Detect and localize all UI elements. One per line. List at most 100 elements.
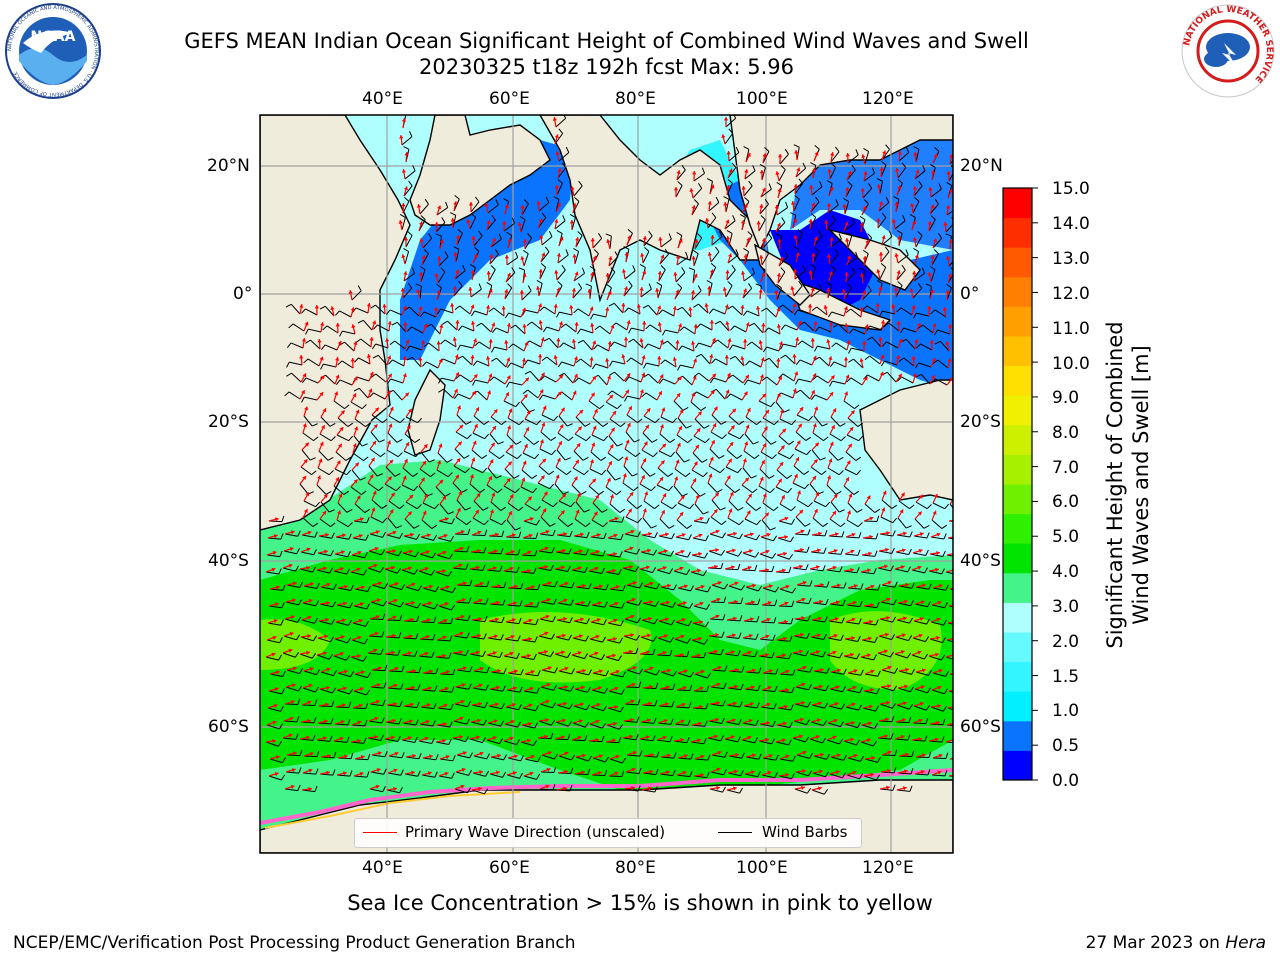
wind-barb-flag [907,566,911,573]
wind-barb-flag [891,547,895,554]
wind-barb-flag [380,734,384,741]
land-australia [859,379,953,501]
wind-barb-shaft [785,354,796,365]
wind-barb-flag [723,596,727,603]
wind-barb-flag [553,684,557,691]
wave-direction-arrowhead [409,549,413,554]
wind-barb-flag [587,600,591,607]
wind-barb-shaft [639,568,653,574]
wind-barb-flag [506,231,513,236]
wind-barb-shaft [846,689,860,694]
wind-barb-flag [309,457,316,461]
wind-barb-shaft [931,604,945,609]
wind-barb-flag [314,617,318,624]
wave-direction-arrowhead [546,682,551,687]
wind-barb-flag [772,634,776,641]
wind-barb-shaft [862,622,876,626]
wind-barb-flag [294,651,300,658]
wind-barb-flag [867,233,873,239]
wave-direction-arrowhead [323,494,328,499]
wind-barb-shaft [488,269,496,282]
wave-direction-arrowhead [630,614,635,619]
wave-direction-arrowhead [632,666,637,671]
wind-barb-flag [593,249,599,255]
wind-barb-shaft [371,414,383,424]
wind-barb-shaft [843,400,855,410]
wind-barb-flag [910,768,914,775]
wind-barb-shaft [681,307,692,318]
wave-direction-arrowhead [829,237,834,241]
wind-barb-shaft [557,602,571,606]
wind-barb-flag [927,769,931,776]
wave-direction-arrowhead [710,235,715,239]
wind-barb-shaft [829,688,843,693]
wave-direction-arrowhead [489,254,494,258]
wave-direction-arrowhead [375,530,380,535]
wind-barb-flag [755,283,762,287]
wind-barb-shaft [794,788,808,794]
wind-barb-flag [631,473,638,477]
wind-barb-shaft [455,686,469,690]
wind-barb-shaft [711,414,722,425]
wind-barb-shaft [741,654,755,658]
wave-direction-arrowhead [761,187,766,192]
wind-barb-flag [941,524,948,529]
wave-direction-arrowhead [501,306,506,310]
wind-barb-flag [550,732,554,739]
wind-barb-shaft [285,771,299,774]
wind-barb-shaft [557,432,569,442]
wind-barb-flag [381,717,385,724]
wave-direction-arrowhead [487,390,492,395]
wind-barb-shaft [386,449,399,458]
wave-direction-arrowhead [887,665,892,670]
wave-direction-arrowhead [512,686,517,691]
wave-direction-arrowhead [740,356,745,361]
wind-barb-flag [650,525,657,529]
wind-barb-flag [882,341,887,347]
wave-direction-arrowhead [521,307,526,312]
wind-barb-flag [851,267,856,273]
wind-barb-flag [585,549,589,556]
wind-barb-flag [598,233,603,239]
wind-barb-flag [959,638,962,643]
wave-direction-arrowhead [340,550,345,555]
wind-barb-flag [754,564,758,571]
wind-barb-flag [465,649,469,656]
wave-direction-arrowhead [868,636,872,641]
wave-direction-arrowhead [433,307,439,311]
wind-barb-shaft [947,622,953,625]
wave-direction-arrowhead [894,202,899,206]
wave-direction-arrowhead [523,394,528,399]
wind-barb-shaft [426,361,439,369]
wind-barb-flag [571,668,575,675]
wind-barb-flag [297,530,301,537]
wind-barb-flag [489,376,495,382]
wind-barb-flag [297,685,303,692]
wave-direction-arrowhead [630,529,635,534]
wave-direction-arrowhead [614,601,619,606]
wind-barb-flag [818,283,822,290]
wave-direction-arrowhead [862,205,867,210]
wind-barb-flag [485,598,489,605]
wind-barb-shaft [420,269,426,283]
wave-direction-arrowhead [423,494,428,498]
wind-barb-flag [457,228,463,234]
wind-barb-flag [587,686,591,693]
wave-direction-arrowhead [945,290,950,294]
wind-barb-flag [705,535,709,541]
wind-barb-shaft [369,703,383,707]
wave-direction-arrowhead [542,508,547,513]
wind-barb-flag [280,705,284,712]
wind-barb-flag [515,441,522,445]
wind-barb-shaft [662,309,675,317]
wave-direction-arrowhead [352,393,357,398]
wind-barb-flag [484,529,488,536]
wind-barb-flag [823,720,828,726]
wind-barb-flag [565,249,569,256]
wind-barb-shaft [877,737,891,740]
wind-barb-flag [735,249,739,256]
wind-barb-shaft [782,373,795,382]
wind-barb-shaft [913,620,927,625]
wind-barb-shaft [693,605,707,610]
wave-direction-arrowhead [320,322,325,326]
